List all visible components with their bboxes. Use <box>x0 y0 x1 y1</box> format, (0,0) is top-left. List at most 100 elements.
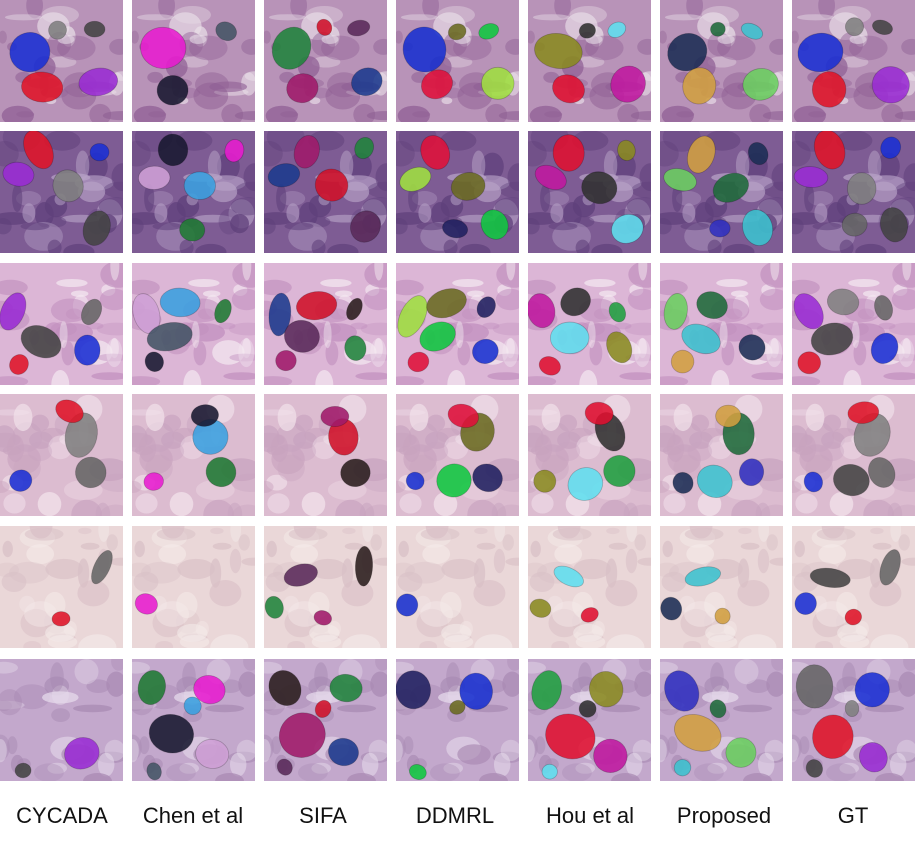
tissue-texture <box>416 608 448 638</box>
tissue-texture <box>569 6 607 24</box>
tissue-texture <box>16 191 42 206</box>
tissue-texture <box>361 353 387 362</box>
histology-image <box>264 263 387 385</box>
tissue-texture <box>529 105 562 122</box>
tissue-texture <box>603 150 618 181</box>
tissue-texture <box>396 140 415 167</box>
tissue-texture <box>447 370 466 385</box>
nucleus-mask <box>350 210 381 243</box>
tissue-texture <box>145 403 165 432</box>
nucleus-mask <box>447 23 467 41</box>
tissue-texture <box>624 322 651 336</box>
nucleus-mask <box>23 131 54 170</box>
tissue-texture <box>798 434 817 462</box>
nucleus-mask <box>195 738 230 769</box>
tissue-texture <box>152 222 182 231</box>
tissue-texture <box>182 662 196 692</box>
nucleus-mask <box>295 291 338 321</box>
tissue-texture <box>270 434 289 462</box>
nucleus-mask <box>268 670 302 707</box>
tissue-texture <box>759 288 783 311</box>
nucleus-mask <box>696 291 728 320</box>
tissue-texture <box>443 762 463 774</box>
tissue-texture <box>839 239 854 253</box>
tissue-texture <box>766 338 783 368</box>
tissue-texture <box>506 337 515 359</box>
nucleus-mask <box>812 714 854 759</box>
tissue-texture <box>238 534 250 551</box>
tissue-texture <box>323 320 332 349</box>
tissue-texture <box>792 739 799 763</box>
tissue-texture <box>47 239 62 253</box>
tile-row3-hou-et-al <box>528 263 651 385</box>
histology-image <box>792 394 915 516</box>
tissue-texture <box>0 739 7 763</box>
nucleus-mask <box>137 670 166 705</box>
tissue-texture <box>540 183 551 213</box>
tissue-texture <box>441 97 453 105</box>
nucleus-mask <box>610 65 646 103</box>
nucleus-mask <box>148 713 195 754</box>
tissue-texture <box>660 30 667 44</box>
tissue-texture <box>363 288 387 311</box>
nucleus-mask <box>399 166 432 192</box>
tissue-texture <box>132 30 139 44</box>
tissue-texture <box>589 341 603 366</box>
nucleus-mask <box>419 321 456 352</box>
nucleus-mask <box>449 699 466 715</box>
tissue-texture <box>548 608 580 638</box>
tissue-texture <box>507 163 519 192</box>
nucleus-mask <box>328 737 359 767</box>
nucleus-mask <box>805 759 823 778</box>
tissue-texture <box>746 322 764 330</box>
tissue-texture <box>660 376 689 385</box>
tissue-texture <box>23 641 42 648</box>
nucleus-mask <box>224 139 245 163</box>
tissue-texture <box>399 493 422 514</box>
tissue-texture <box>20 608 52 638</box>
tissue-texture <box>493 353 519 362</box>
histology-image <box>396 526 519 648</box>
tissue-texture <box>901 557 915 566</box>
tissue-texture <box>209 580 242 607</box>
tissue-texture <box>183 370 202 385</box>
nucleus-mask <box>83 20 106 38</box>
tissue-texture <box>19 595 35 613</box>
histology-image <box>792 526 915 648</box>
nucleus-mask <box>480 209 509 240</box>
nucleus-mask <box>872 19 893 35</box>
tissue-texture <box>267 493 290 514</box>
tissue-texture <box>495 288 519 311</box>
tissue-texture <box>888 322 915 336</box>
histology-image <box>264 659 387 781</box>
tissue-texture <box>605 580 638 607</box>
nucleus-mask <box>271 26 312 70</box>
nucleus-mask <box>82 210 111 246</box>
tissue-texture <box>672 183 683 213</box>
tissue-texture <box>548 222 578 231</box>
nucleus-mask <box>738 334 766 361</box>
tissue-texture <box>770 263 780 281</box>
tissue-texture <box>276 183 287 213</box>
nucleus-mask <box>826 288 860 316</box>
tissue-texture <box>555 441 581 462</box>
tissue-texture <box>327 243 359 253</box>
nucleus-mask <box>89 143 110 162</box>
tissue-texture <box>78 527 92 535</box>
tissue-texture <box>293 526 317 539</box>
tissue-texture <box>430 763 460 781</box>
nucleus-mask <box>529 598 552 618</box>
nucleus-mask <box>715 404 742 428</box>
tissue-texture <box>557 526 581 539</box>
tissue-texture <box>374 337 383 359</box>
histology-image <box>396 131 519 253</box>
tissue-texture <box>837 623 868 642</box>
nucleus-mask <box>844 17 864 37</box>
tissue-texture <box>694 763 724 781</box>
tissue-texture <box>805 403 825 432</box>
tissue-texture <box>98 526 110 542</box>
nucleus-mask <box>846 172 877 205</box>
nucleus-mask <box>533 469 557 493</box>
tissue-texture <box>544 191 570 206</box>
nucleus-mask <box>552 74 585 104</box>
